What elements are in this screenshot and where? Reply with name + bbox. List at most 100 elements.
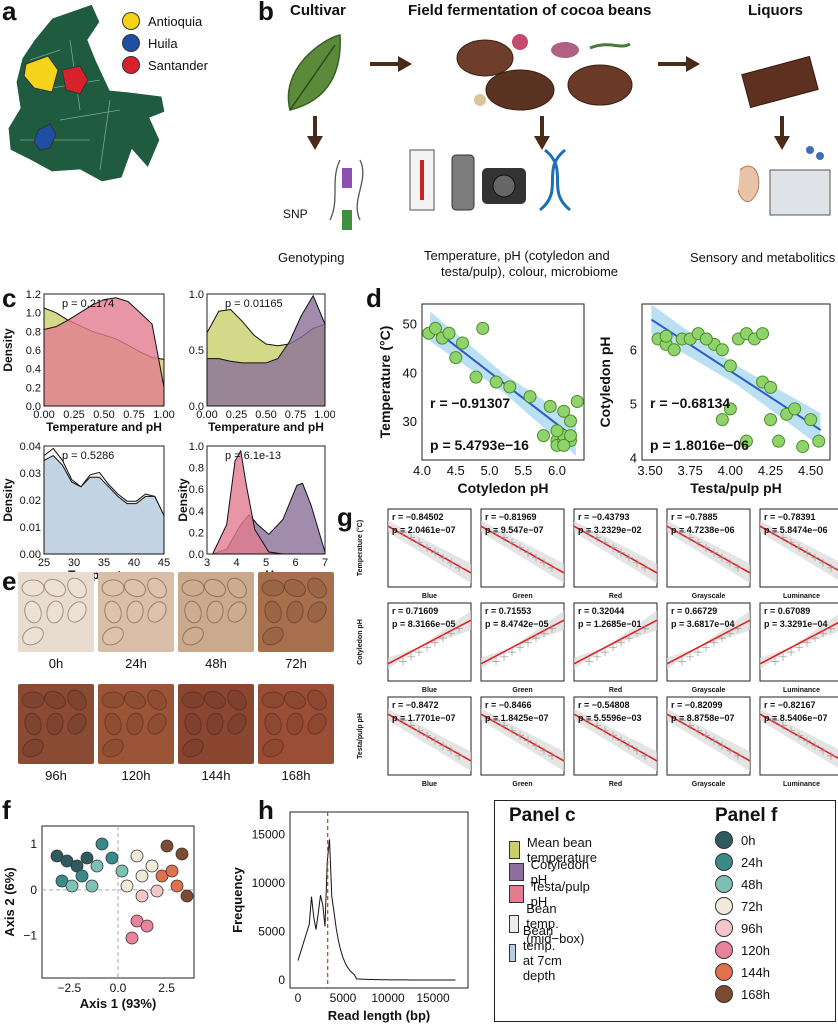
g-data-point bbox=[585, 528, 593, 537]
photo-caption: 48h bbox=[205, 656, 227, 671]
x-tick-label: 5.5 bbox=[514, 463, 532, 478]
g-data-point bbox=[803, 548, 811, 557]
g-regression-line bbox=[666, 525, 751, 574]
pcoa-point bbox=[155, 869, 169, 883]
p-value-annotation: p = 6.1e-13 bbox=[225, 450, 281, 462]
legend-f-item: 120h bbox=[715, 941, 770, 959]
density-area-1 bbox=[43, 454, 165, 555]
g-data-point bbox=[407, 533, 415, 542]
chart-c1: 0.00 0.25 0.50 0.75 1.00 0.0 0.2 0.4 0.6 0.8 1.0 1.… bbox=[1, 289, 175, 434]
panel-letter-h: h bbox=[258, 795, 274, 825]
g-row-label: Cotyledon pH bbox=[357, 619, 364, 665]
g-col-label: Red bbox=[609, 593, 622, 600]
legend-c-item: Bean temp. (mid−box) bbox=[509, 901, 592, 946]
pcoa-point bbox=[145, 859, 159, 873]
y-tick-label: 30 bbox=[403, 414, 417, 429]
g-data-point bbox=[593, 721, 601, 730]
pcoa-point bbox=[160, 839, 174, 853]
legend-f-label: 96h bbox=[741, 920, 763, 936]
data-point bbox=[429, 321, 442, 335]
g-r-value: r = −0.7885 bbox=[671, 512, 718, 522]
g-col-label: Blue bbox=[422, 781, 437, 788]
chart-g-grid: Temperature (°C) r = −0.84502 p = 2.0461e−… bbox=[356, 508, 838, 788]
ph-meter-icon bbox=[451, 154, 475, 211]
g-data-point bbox=[508, 538, 516, 547]
legend-f-item: 168h bbox=[715, 985, 770, 1003]
data-point bbox=[564, 429, 577, 443]
chocolate-bar-icon bbox=[741, 55, 819, 109]
g-data-point bbox=[633, 558, 641, 567]
chart-f-pcoa: −2.5 0.0 2.5 −1 0 1 Axis 1 (93%) Axis 2 (6%) bbox=[2, 825, 195, 1011]
g-p-value: p = 1.8425e−07 bbox=[485, 713, 549, 723]
photo-caption: 144h bbox=[201, 768, 231, 783]
g-data-point bbox=[492, 528, 500, 537]
g-data-point bbox=[431, 638, 439, 647]
y-tick-label: 0.8 bbox=[189, 463, 204, 475]
y-tick-label: 0.04 bbox=[20, 441, 41, 453]
photo-caption: 168h bbox=[281, 768, 311, 783]
pcoa-point bbox=[75, 869, 89, 883]
y-tick-label: 1.0 bbox=[26, 308, 41, 320]
data-point bbox=[476, 321, 490, 335]
legend-f-label: 168h bbox=[741, 986, 770, 1002]
map-legend: Antioquia Huila Santander bbox=[122, 12, 208, 74]
g-regression-line bbox=[759, 621, 838, 665]
g-data-point bbox=[827, 624, 835, 633]
g-p-value: p = 1.2685e−01 bbox=[578, 619, 642, 629]
y-tick-label: 0.03 bbox=[20, 468, 41, 480]
legend-c-swatch bbox=[509, 841, 520, 859]
g-data-point bbox=[641, 624, 649, 633]
fermentation-photo bbox=[18, 572, 94, 652]
data-point bbox=[715, 413, 729, 427]
data-point bbox=[739, 434, 753, 448]
x-tick-label: 0.25 bbox=[226, 409, 247, 421]
g-p-value: p = 3.6817e−04 bbox=[671, 619, 735, 629]
g-data-point bbox=[532, 634, 540, 643]
g-r-value: r = −0.78391 bbox=[764, 512, 816, 522]
fermentation-photo bbox=[178, 572, 254, 652]
y-tick-label: 0 bbox=[278, 973, 285, 987]
workflow-field-title: Field fermentation of cocoa beans bbox=[408, 2, 652, 19]
g-data-point bbox=[694, 538, 702, 547]
panel-letter-f: f bbox=[2, 795, 11, 825]
g-data-point bbox=[492, 716, 500, 725]
chart-d1: 4.0 4.5 5.0 5.5 6.0 30 40 50 Cotyledon pH Tempera… bbox=[377, 303, 585, 496]
measurement-label-line1: Temperature, pH (cotyledon and bbox=[424, 248, 610, 263]
x-tick-label: 0.75 bbox=[285, 409, 306, 421]
g-data-point bbox=[633, 629, 641, 638]
g-data-point bbox=[423, 543, 431, 552]
g-regression-line bbox=[666, 619, 751, 665]
g-data-point bbox=[803, 736, 811, 745]
g-data-point bbox=[795, 643, 803, 652]
g-confidence-band bbox=[574, 610, 657, 670]
x-tick-label: 5000 bbox=[330, 991, 357, 1005]
legend-f-label: 72h bbox=[741, 898, 763, 914]
g-col-label: Red bbox=[609, 687, 622, 694]
y-tick-label: 0.2 bbox=[26, 382, 41, 394]
g-data-point bbox=[678, 528, 686, 537]
g-data-point bbox=[407, 652, 415, 661]
workflow-liquors-title: Liquors bbox=[748, 2, 803, 19]
g-regression-line bbox=[387, 525, 472, 574]
g-data-point bbox=[710, 548, 718, 557]
g-data-point bbox=[500, 652, 508, 661]
g-data-point bbox=[609, 643, 617, 652]
y-axis-label: Temperature (°C) bbox=[377, 326, 393, 439]
g-r-value: r = 0.71553 bbox=[485, 606, 531, 616]
y-tick-label: 5 bbox=[630, 397, 637, 412]
g-data-point bbox=[633, 746, 641, 755]
g-data-point bbox=[686, 652, 694, 661]
g-data-point bbox=[516, 643, 524, 652]
pcoa-point bbox=[90, 859, 104, 873]
g-p-value: p = 9.547e−07 bbox=[485, 525, 544, 535]
photo-caption: 0h bbox=[48, 656, 64, 671]
g-regression-line bbox=[573, 713, 658, 762]
data-point bbox=[523, 390, 537, 404]
data-point bbox=[550, 424, 564, 438]
g-p-value: p = 1.7701e−07 bbox=[392, 713, 456, 723]
g-data-point bbox=[447, 629, 455, 638]
legend-f-label: 144h bbox=[741, 964, 770, 980]
pcoa-point bbox=[165, 864, 179, 878]
data-point bbox=[570, 395, 584, 408]
y-tick-label: 0.01 bbox=[20, 522, 41, 534]
